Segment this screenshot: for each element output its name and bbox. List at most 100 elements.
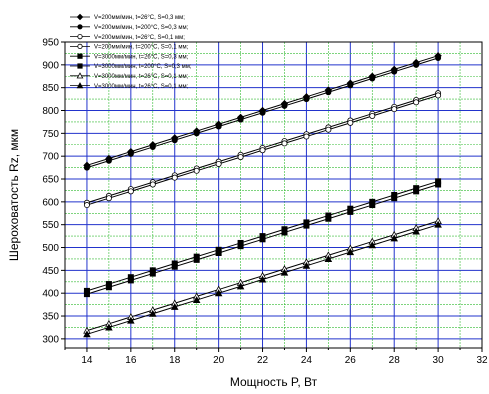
data-point [413, 99, 420, 106]
y-tick-label: 700 [42, 152, 59, 163]
data-point [193, 167, 200, 174]
data-point [192, 296, 201, 304]
x-tick-label: 28 [389, 355, 401, 366]
data-point [215, 123, 222, 130]
y-axis-title: Шероховатость Rz, мкм [7, 129, 21, 261]
data-point [303, 133, 310, 140]
legend-marker [77, 63, 83, 69]
data-point [258, 275, 267, 283]
x-tick-label: 18 [169, 355, 181, 366]
data-point [83, 330, 91, 338]
data-point [369, 202, 376, 209]
x-tick-label: 30 [433, 355, 445, 366]
data-point [149, 309, 157, 317]
data-point [127, 277, 134, 284]
data-point [434, 220, 442, 228]
data-point [105, 157, 112, 164]
series-4 [83, 92, 442, 209]
plot-frame [64, 41, 483, 349]
data-point [368, 241, 377, 249]
data-point [149, 144, 156, 151]
data-point [391, 68, 398, 75]
data-point [347, 208, 354, 215]
data-point [280, 268, 289, 276]
legend-label: V=3000мм/мин, t=26°C, S=0,1 мм; [94, 74, 189, 80]
y-tick-label: 300 [42, 334, 59, 345]
data-point [127, 150, 134, 157]
legend-item: V=200мм/мин, t=200°C, S=0,3 мм; [70, 24, 189, 31]
data-point [193, 130, 200, 137]
data-point [127, 316, 135, 324]
x-tick-label: 14 [81, 355, 93, 366]
data-point [281, 229, 288, 236]
legend-item: V=3000мм/мин, t=26°C, S=0,3 мм; [70, 53, 189, 60]
x-tick-label: 24 [301, 355, 313, 366]
data-point [281, 140, 288, 147]
legend-label: V=200мм/мин, t=26°C, S=0,3 мм; [94, 15, 185, 21]
data-point [215, 250, 222, 257]
data-point [413, 188, 420, 195]
legend-item: V=3000мм/мин, t=200°C, S=0,3 мм; [70, 63, 192, 70]
data-point [303, 96, 310, 103]
y-tick-label: 950 [42, 38, 59, 49]
series-6 [83, 181, 442, 298]
data-point [83, 291, 90, 298]
data-point [105, 284, 112, 291]
series-8 [83, 220, 442, 338]
series-layer [83, 52, 442, 338]
data-point [149, 181, 156, 188]
data-point [215, 160, 222, 167]
data-point [105, 195, 112, 202]
data-point [127, 188, 134, 195]
legend-item: V=3000мм/мин, t=26°C, S=0,1 мм; [70, 82, 189, 90]
data-point [391, 195, 398, 202]
legend-item: V=3000мм/мин, t=26°C, S=0,1 мм; [70, 72, 189, 80]
data-point [281, 102, 288, 109]
x-tick-label: 20 [213, 355, 225, 366]
data-point [237, 154, 244, 161]
legend-marker [77, 43, 83, 50]
data-point [390, 234, 398, 242]
y-tick-label: 750 [42, 129, 59, 140]
legend: V=200мм/мин, t=26°C, S=0,3 мм; V=200мм/ми… [70, 13, 192, 90]
data-point [346, 248, 355, 256]
data-point [214, 289, 223, 297]
y-tick-label: 800 [42, 106, 59, 117]
data-point [83, 164, 90, 171]
x-tick-label: 22 [257, 355, 269, 366]
data-point [171, 137, 178, 144]
data-point [236, 282, 245, 290]
data-point [413, 61, 420, 68]
x-tick-label: 32 [476, 355, 488, 366]
data-point [391, 106, 398, 113]
data-point [259, 109, 266, 116]
y-tick-label: 850 [42, 83, 59, 94]
data-point [324, 255, 333, 262]
legend-marker [76, 82, 84, 89]
data-point [259, 236, 266, 243]
legend-marker [76, 72, 84, 79]
legend-item: V=200мм/мин, t=200°C, S=0,1 мм; [70, 43, 189, 51]
data-point [435, 54, 442, 61]
data-point [369, 75, 376, 82]
data-point [435, 181, 442, 188]
legend-label: V=3000мм/мин, t=26°C, S=0,1 мм; [94, 84, 189, 90]
legend-marker [77, 24, 83, 30]
data-point [170, 302, 179, 310]
data-point [302, 261, 311, 269]
data-point [237, 116, 244, 123]
data-point [369, 112, 376, 119]
y-tick-label: 550 [42, 220, 59, 231]
legend-item: V=200мм/мин, t=26°C, S=0,3 мм; [70, 13, 185, 21]
data-point [325, 89, 332, 96]
data-point [412, 227, 420, 235]
data-point [325, 126, 332, 133]
y-tick-label: 900 [42, 60, 59, 71]
grid [64, 41, 483, 348]
data-point [303, 222, 310, 229]
data-point [435, 92, 442, 99]
legend-label: V=3000мм/мин, t=26°C, S=0,3 мм; [94, 54, 189, 60]
data-point [237, 243, 244, 250]
y-tick-label: 650 [42, 175, 59, 186]
